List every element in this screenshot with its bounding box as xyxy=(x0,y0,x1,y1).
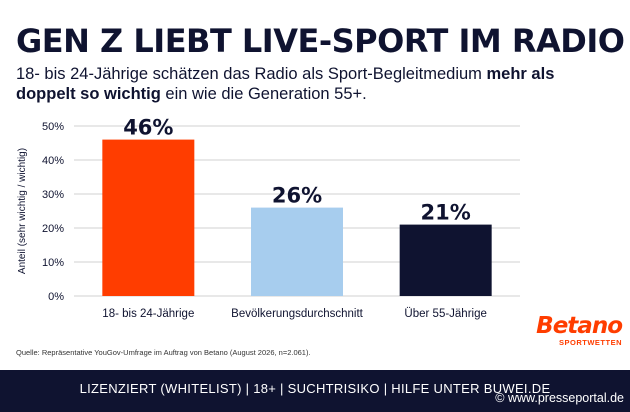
brand-name: Betano xyxy=(536,313,623,339)
x-category-label: 18- bis 24-Jährige xyxy=(102,308,194,320)
bar-value-label: 26% xyxy=(272,184,322,208)
watermark: © www.presseportal.de xyxy=(495,391,624,405)
y-tick-label: 50% xyxy=(42,121,64,133)
subtitle-emphasis: mehr als doppelt so wichtig xyxy=(16,65,555,103)
bar xyxy=(102,139,195,296)
subtitle-text-end: ein wie die Generation 55+. xyxy=(160,85,367,103)
footer-bar: LIZENZIERT (WHITELIST) | 18+ | SUCHTRISI… xyxy=(0,370,630,412)
bar-value-label: 46% xyxy=(123,116,173,140)
source-note: Quelle: Repräsentative YouGov-Umfrage im… xyxy=(16,348,311,357)
y-axis-label: Anteil (sehr wichtig / wichtig) xyxy=(17,148,28,274)
footer-disclaimer: LIZENZIERT (WHITELIST) | 18+ | SUCHTRISI… xyxy=(79,381,551,396)
y-tick-label: 40% xyxy=(42,155,64,167)
x-category-label: Über 55-Jährige xyxy=(404,308,486,320)
bar-value-label: 21% xyxy=(421,201,471,225)
y-tick-label: 10% xyxy=(42,257,64,269)
y-tick-label: 0% xyxy=(48,291,64,303)
y-tick-label: 20% xyxy=(42,223,64,235)
subtitle-text: 18- bis 24-Jährige schätzen das Radio al… xyxy=(16,65,487,83)
chart-title: GEN Z LIEBT LIVE-SPORT IM RADIO xyxy=(16,22,625,60)
y-tick-label: 30% xyxy=(42,189,64,201)
chart-subtitle: 18- bis 24-Jährige schätzen das Radio al… xyxy=(16,64,616,104)
x-category-label: Bevölkerungsdurchschnitt xyxy=(231,308,363,320)
bar xyxy=(399,224,492,296)
brand-logo: Betano SPORTWETTEN xyxy=(536,313,623,347)
bar xyxy=(251,207,343,296)
brand-tagline: SPORTWETTEN xyxy=(559,338,622,347)
